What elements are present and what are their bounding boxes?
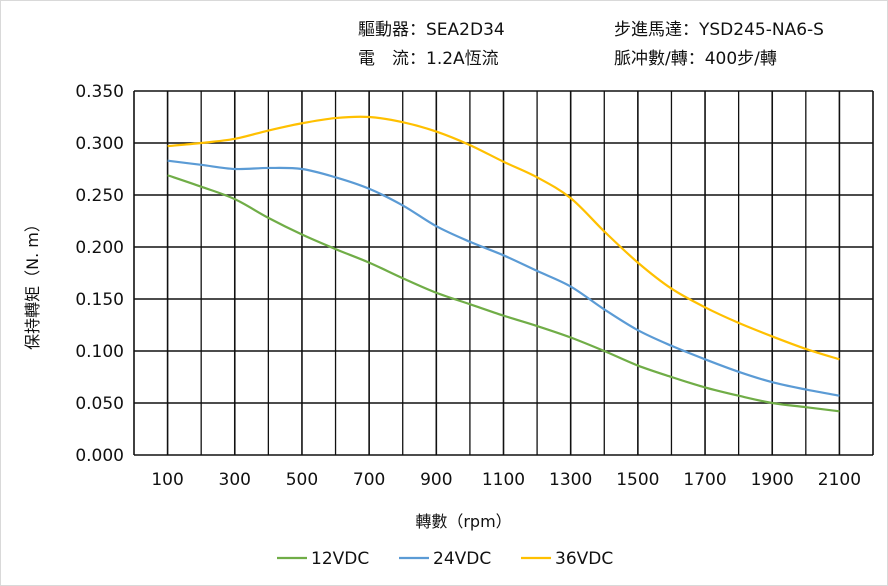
driver-label: 驅動器：SEA2D34 <box>358 20 505 40</box>
x-tick-label: 300 <box>219 470 251 490</box>
series-line-24VDC <box>167 159 840 397</box>
x-tick-label: 1900 <box>751 470 794 490</box>
series-line-36VDC <box>167 115 840 361</box>
x-tick-label: 700 <box>353 470 385 490</box>
legend-label-36VDC: 36VDC <box>555 549 613 569</box>
legend-label-12VDC: 12VDC <box>311 549 369 569</box>
x-tick-label: 2100 <box>818 470 861 490</box>
x-tick-label: 100 <box>151 470 183 490</box>
y-tick-label: 0.200 <box>75 238 124 258</box>
y-tick-label: 0.250 <box>75 186 124 206</box>
x-tick-label: 1100 <box>482 470 525 490</box>
x-tick-label: 1500 <box>616 470 659 490</box>
legend-label-24VDC: 24VDC <box>433 549 491 569</box>
y-tick-label: 0.000 <box>75 446 124 466</box>
y-tick-label: 0.300 <box>75 134 124 154</box>
y-axis-label: 保持轉矩（N. m） <box>23 216 42 350</box>
pulses-label: 脈冲數/轉：400步/轉 <box>614 49 777 69</box>
x-tick-label: 500 <box>286 470 318 490</box>
y-tick-label: 0.050 <box>75 394 124 414</box>
series-line-12VDC <box>167 174 840 413</box>
current-label: 電 流：1.2A恆流 <box>358 49 499 69</box>
x-axis-label: 轉數（rpm） <box>415 512 511 531</box>
x-tick-label: 900 <box>420 470 452 490</box>
y-tick-label: 0.350 <box>75 82 124 102</box>
y-tick-label: 0.150 <box>75 290 124 310</box>
motor-label: 步進馬達：YSD245-NA6-S <box>614 20 824 40</box>
x-tick-label: 1700 <box>683 470 726 490</box>
x-tick-label: 1300 <box>549 470 592 490</box>
y-tick-label: 0.100 <box>75 342 124 362</box>
